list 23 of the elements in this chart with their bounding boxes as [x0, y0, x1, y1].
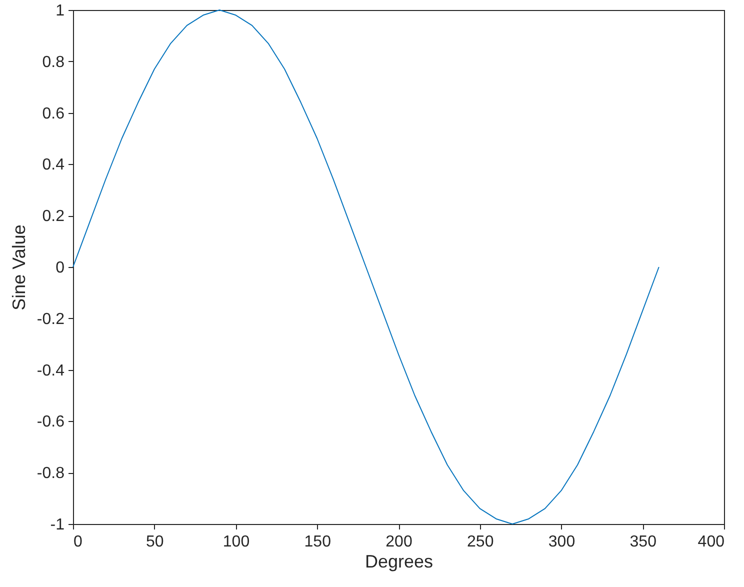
x-tick-label: 150: [304, 534, 332, 550]
x-tick-label: 50: [146, 534, 164, 550]
x-tick-label: 350: [630, 534, 657, 550]
y-tick-label: -0.2: [36, 310, 65, 328]
x-tick-label: 300: [548, 534, 576, 550]
y-tick-label: 0: [56, 260, 65, 276]
y-tick-label: 1: [56, 2, 65, 20]
y-tick-label: 0.2: [42, 208, 65, 226]
y-tick-label: 0.4: [42, 156, 65, 174]
x-tick-label: 0: [74, 534, 82, 550]
x-tick-label: 200: [386, 534, 412, 550]
y-tick-label: -0.8: [36, 465, 65, 482]
line-series: [72, 10, 660, 524]
x-tick-label: 250: [467, 534, 494, 550]
y-axis-title: Sine Value: [8, 224, 29, 310]
y-tick-label: -0.6: [36, 414, 65, 431]
y-tick-label: -1: [50, 516, 65, 534]
y-tick-label: 0.8: [42, 54, 65, 71]
x-tick-label: 100: [222, 534, 250, 550]
y-tick-label: -0.4: [36, 362, 65, 380]
y-tick-label: 0.6: [42, 105, 65, 122]
x-tick-label: 400: [698, 534, 725, 550]
x-axis-title: Degrees: [364, 552, 434, 572]
